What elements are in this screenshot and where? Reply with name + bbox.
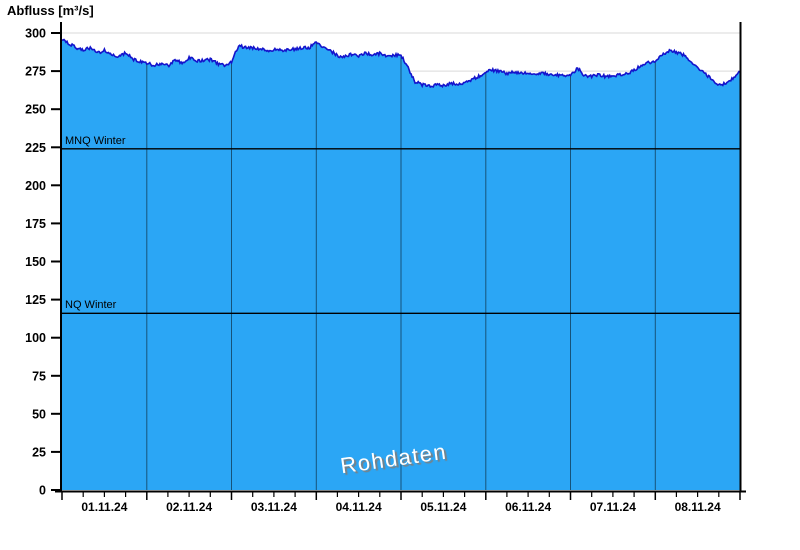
svg-text:125: 125: [25, 293, 46, 307]
x-axis-ticks: 01.11.24 02.11.24 03.11.24 04.11.24 05.11.24…: [61, 492, 741, 514]
axes: [55, 22, 746, 493]
svg-text:75: 75: [32, 369, 46, 383]
day-gridlines: [146, 39, 656, 490]
svg-text:275: 275: [25, 65, 46, 79]
svg-text:250: 250: [25, 103, 46, 117]
svg-text:06.11.24: 06.11.24: [505, 500, 551, 514]
svg-text:200: 200: [25, 179, 46, 193]
svg-text:300: 300: [25, 27, 46, 41]
svg-text:100: 100: [25, 331, 46, 345]
chart-title: Abfluss [m³/s]: [7, 3, 94, 18]
nq-winter-label: NQ Winter: [65, 299, 117, 312]
svg-text:25: 25: [32, 445, 46, 459]
reference-lines: [62, 148, 740, 314]
svg-text:04.11.24: 04.11.24: [336, 500, 382, 514]
svg-text:50: 50: [32, 407, 46, 421]
svg-text:225: 225: [25, 141, 46, 155]
svg-text:03.11.24: 03.11.24: [251, 500, 297, 514]
mnq-winter-label: MNQ Winter: [65, 134, 126, 147]
svg-text:02.11.24: 02.11.24: [166, 500, 212, 514]
svg-text:150: 150: [25, 255, 46, 269]
svg-text:08.11.24: 08.11.24: [675, 500, 721, 514]
y-axis-ticks: 0 25 50 75 100 125 150 175 200 225 250 275 300: [25, 27, 60, 498]
svg-text:0: 0: [39, 484, 46, 498]
discharge-line: [61, 38, 741, 89]
svg-text:07.11.24: 07.11.24: [590, 500, 636, 514]
svg-text:05.11.24: 05.11.24: [420, 500, 466, 514]
svg-text:01.11.24: 01.11.24: [81, 500, 127, 514]
svg-text:175: 175: [25, 217, 46, 231]
